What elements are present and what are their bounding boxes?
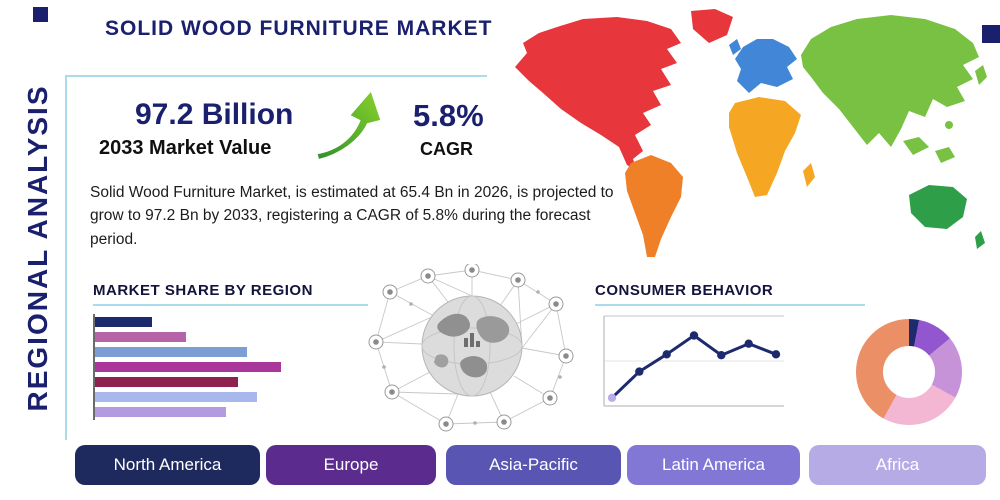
side-label-regional-analysis: REGIONAL ANALYSIS — [22, 84, 53, 412]
map-europe — [735, 39, 797, 93]
map-australia — [909, 185, 967, 229]
map-north-america — [515, 17, 681, 171]
map-madagascar — [803, 163, 815, 187]
region-button-asia-pacific[interactable]: Asia-Pacific — [446, 445, 621, 485]
market-share-bar-chart — [93, 314, 285, 420]
market-share-bar-5 — [95, 392, 257, 402]
corner-accent-square-right — [982, 25, 1000, 43]
market-share-bar-3 — [95, 362, 282, 372]
map-uk — [729, 39, 741, 55]
line-point-5 — [744, 339, 753, 348]
map-greenland — [691, 9, 733, 43]
line-point-2 — [662, 350, 671, 359]
line-point-4 — [717, 351, 726, 360]
line-point-0 — [607, 393, 617, 402]
map-south-america — [625, 155, 683, 257]
market-value-2033: 97.2 Billion — [135, 98, 294, 131]
consumer-behavior-donut-chart — [856, 319, 962, 425]
map-southeast-asia — [903, 137, 929, 155]
market-share-heading: MARKET SHARE BY REGION — [93, 282, 313, 299]
map-indonesia — [935, 147, 955, 163]
page-title: SOLID WOOD FURNITURE MARKET — [105, 17, 493, 40]
panel-border-top — [65, 75, 487, 77]
market-share-bar-6 — [95, 407, 227, 417]
map-asia — [801, 15, 979, 147]
region-button-latin-america[interactable]: Latin America — [627, 445, 800, 485]
panel-border-left — [65, 75, 67, 440]
consumer-behavior-underline — [595, 304, 865, 306]
market-share-bar-0 — [95, 317, 152, 327]
consumer-behavior-heading: CONSUMER BEHAVIOR — [595, 282, 774, 299]
map-africa — [729, 97, 801, 197]
market-share-bar-2 — [95, 347, 247, 357]
market-share-bar-4 — [95, 377, 238, 387]
corner-accent-square-left — [33, 7, 48, 22]
region-button-europe[interactable]: Europe — [266, 445, 436, 485]
market-description: Solid Wood Furniture Market, is estimate… — [90, 184, 614, 248]
world-map — [505, 5, 1000, 265]
market-value-caption: 2033 Market Value — [99, 137, 272, 159]
line-point-6 — [771, 350, 781, 359]
map-philippines — [945, 121, 953, 129]
line-point-3 — [689, 331, 699, 340]
globe-network-icon — [368, 262, 578, 436]
market-share-underline — [93, 304, 368, 306]
cagr-value: 5.8% — [413, 98, 484, 133]
map-japan — [975, 65, 987, 85]
cagr-caption: CAGR — [420, 139, 473, 159]
line-point-1 — [635, 367, 644, 376]
consumer-behavior-line-chart — [598, 310, 790, 422]
market-share-bar-1 — [95, 332, 187, 342]
region-button-north-america[interactable]: North America — [75, 445, 260, 485]
region-button-africa[interactable]: Africa — [809, 445, 986, 485]
map-new-zealand — [975, 231, 985, 249]
growth-arrow-icon — [313, 86, 385, 164]
